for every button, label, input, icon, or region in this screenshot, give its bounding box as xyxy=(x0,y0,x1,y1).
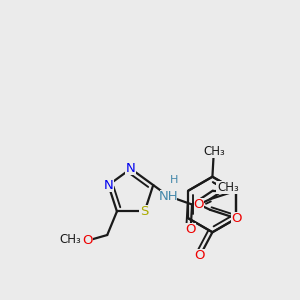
Text: H: H xyxy=(170,175,178,184)
Bar xyxy=(231,212,242,225)
Text: NH: NH xyxy=(159,190,178,203)
Text: O: O xyxy=(185,223,196,236)
Bar xyxy=(58,233,82,246)
Text: CH₃: CH₃ xyxy=(59,233,81,246)
Bar xyxy=(194,198,204,211)
Bar xyxy=(82,234,93,247)
Bar xyxy=(194,249,206,262)
Bar xyxy=(185,223,196,236)
Bar xyxy=(103,178,114,191)
Bar xyxy=(139,205,150,218)
Text: O: O xyxy=(194,198,204,211)
Text: O: O xyxy=(195,249,205,262)
Bar xyxy=(125,162,136,175)
Text: S: S xyxy=(140,205,149,218)
Text: N: N xyxy=(103,178,113,192)
Text: O: O xyxy=(82,234,93,247)
Text: CH₃: CH₃ xyxy=(203,145,225,158)
Text: O: O xyxy=(231,212,242,225)
Bar xyxy=(202,145,226,158)
Text: CH₃: CH₃ xyxy=(217,181,239,194)
Bar xyxy=(216,181,240,194)
Bar xyxy=(169,173,179,186)
Bar xyxy=(160,190,177,202)
Text: N: N xyxy=(126,162,136,175)
